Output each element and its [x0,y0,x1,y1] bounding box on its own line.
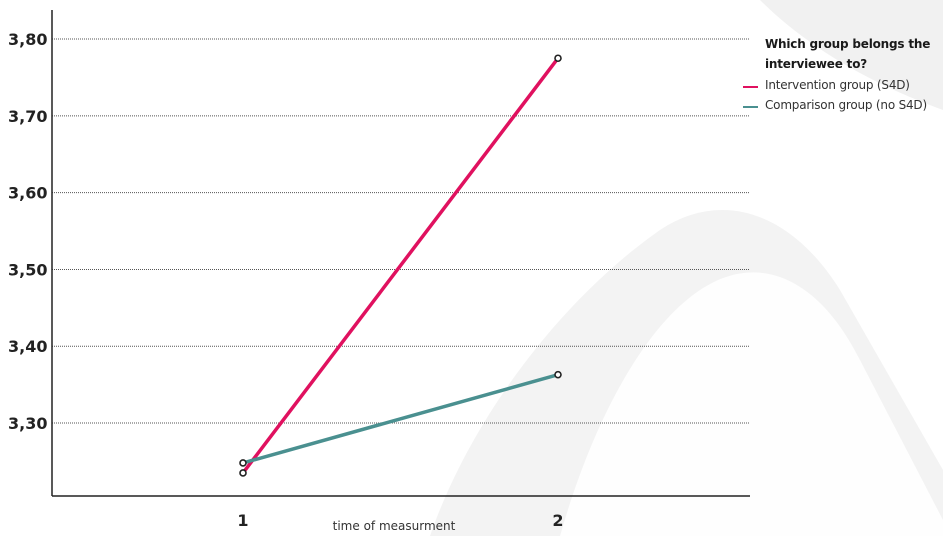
axes [51,10,750,497]
gridlines [52,38,750,424]
tick-labels: 3,30 3,40 3,50 3,60 3,70 3,80 1 2 time of measur… [8,30,564,533]
legend-item-intervention: Intervention group (S4D) [743,76,943,94]
series-line-0 [241,56,560,475]
legend-label-comparison: Comparison group (no S4D) [765,98,927,112]
x-tick-label: 2 [552,511,563,530]
x-tick-label: 1 [237,511,248,530]
legend-label-intervention: Intervention group (S4D) [765,78,910,92]
data-points [239,54,562,477]
y-tick-label: 3,80 [8,30,47,49]
legend-title: Which group belongs the interviewee to? [765,37,931,71]
y-tick-label: 3,40 [8,337,47,356]
legend: Which group belongs the interviewee to? … [743,34,943,114]
data-point [554,54,562,63]
series-lines [241,56,560,475]
legend-swatch-intervention [743,86,758,88]
data-point [239,469,247,477]
legend-swatch-comparison [743,106,758,108]
y-tick-label: 3,60 [8,184,47,203]
data-point [239,459,247,467]
y-tick-label: 3,30 [8,414,47,433]
background-watermark [430,0,943,536]
series-line-1 [241,372,560,465]
legend-item-comparison: Comparison group (no S4D) [743,96,943,114]
data-point [554,370,562,379]
y-tick-label: 3,50 [8,260,47,279]
y-tick-label: 3,70 [8,107,47,126]
x-axis-title: time of measurment [333,519,456,533]
